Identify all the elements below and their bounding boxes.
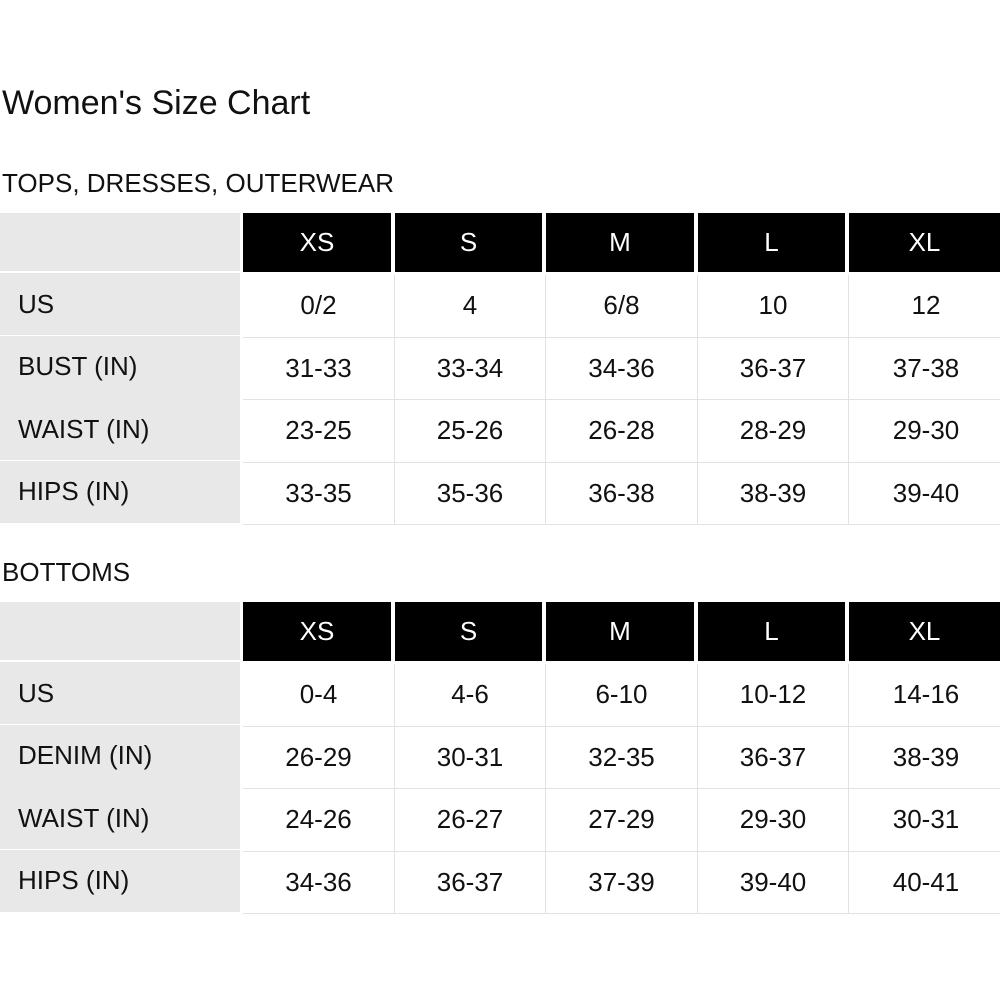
table-cell: 32-35 bbox=[546, 726, 698, 789]
table-cell: 34-36 bbox=[546, 337, 698, 400]
table-cell: 27-29 bbox=[546, 789, 698, 852]
table-cell: 40-41 bbox=[849, 852, 1000, 914]
table-cell: 35-36 bbox=[395, 462, 546, 525]
table-cell: 37-38 bbox=[849, 338, 1000, 400]
table-cell: 4-6 bbox=[395, 664, 546, 727]
column-header: XS bbox=[243, 602, 391, 661]
header-corner bbox=[0, 602, 240, 662]
table-cell: 30-31 bbox=[395, 726, 546, 789]
table-cell: 39-40 bbox=[698, 851, 849, 914]
table-cell: 14-16 bbox=[849, 664, 1000, 727]
table-cell: 6-10 bbox=[546, 664, 698, 727]
table-cell: 6/8 bbox=[546, 275, 698, 338]
table-cell: 26-29 bbox=[243, 726, 395, 789]
column-header: M bbox=[546, 602, 694, 661]
column-header: L bbox=[698, 602, 845, 661]
row-label: US bbox=[0, 273, 240, 337]
table-cell: 38-39 bbox=[698, 462, 849, 525]
column-header: XS bbox=[243, 213, 391, 272]
row-label: HIPS (IN) bbox=[0, 849, 240, 914]
row-label: US bbox=[0, 662, 240, 726]
table-cell: 33-34 bbox=[395, 337, 546, 400]
table-cell: 12 bbox=[849, 275, 1000, 338]
row-label: HIPS (IN) bbox=[0, 460, 240, 525]
table-cell: 26-27 bbox=[395, 789, 546, 852]
table-cell: 24-26 bbox=[243, 789, 395, 852]
table-cell: 36-37 bbox=[395, 851, 546, 914]
table-cell: 33-35 bbox=[243, 462, 395, 525]
table-cell: 23-25 bbox=[243, 400, 395, 463]
column-header: S bbox=[395, 213, 542, 272]
table-cell: 30-31 bbox=[849, 789, 1000, 852]
table-cell: 28-29 bbox=[698, 400, 849, 463]
table-cell: 34-36 bbox=[243, 851, 395, 914]
table-cell: 39-40 bbox=[849, 463, 1000, 525]
table-cell: 36-37 bbox=[698, 726, 849, 789]
row-label: DENIM (IN) bbox=[0, 724, 240, 789]
table-cell: 37-39 bbox=[546, 851, 698, 914]
table-cell: 26-28 bbox=[546, 400, 698, 463]
table-cell: 25-26 bbox=[395, 400, 546, 463]
table-cell: 0/2 bbox=[243, 275, 395, 338]
header-corner bbox=[0, 213, 240, 273]
column-header: S bbox=[395, 602, 542, 661]
table-cell: 0-4 bbox=[243, 664, 395, 727]
table-cell: 31-33 bbox=[243, 337, 395, 400]
table-cell: 29-30 bbox=[849, 400, 1000, 463]
table-cell: 36-38 bbox=[546, 462, 698, 525]
table-cell: 36-37 bbox=[698, 337, 849, 400]
row-label: BUST (IN) bbox=[0, 335, 240, 400]
table-cell: 38-39 bbox=[849, 727, 1000, 789]
table-cell: 10 bbox=[698, 275, 849, 338]
row-label: WAIST (IN) bbox=[0, 787, 240, 851]
section-title: TOPS, DRESSES, OUTERWEAR bbox=[2, 168, 395, 198]
table-cell: 29-30 bbox=[698, 789, 849, 852]
row-label: WAIST (IN) bbox=[0, 398, 240, 462]
table-cell: 10-12 bbox=[698, 664, 849, 727]
column-header: XL bbox=[849, 602, 1000, 661]
table-cell: 4 bbox=[395, 275, 546, 338]
section-title: BOTTOMS bbox=[2, 557, 131, 587]
column-header: XL bbox=[849, 213, 1000, 272]
column-header: L bbox=[698, 213, 845, 272]
page-title: Women's Size Chart bbox=[2, 84, 311, 122]
column-header: M bbox=[546, 213, 694, 272]
